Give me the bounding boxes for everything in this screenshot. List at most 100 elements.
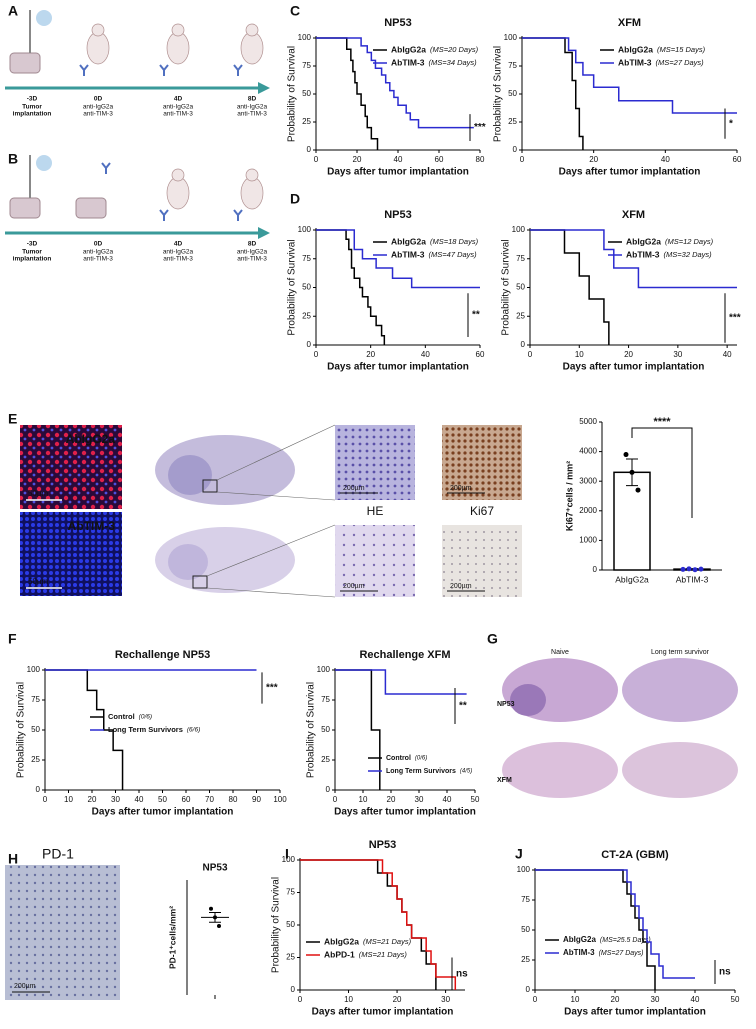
antibody xyxy=(159,64,169,76)
significance-label: **** xyxy=(653,416,671,428)
y-tick-label: 50 xyxy=(321,725,330,734)
x-tick-label: 40 xyxy=(394,155,403,164)
x-tick-label: 80 xyxy=(476,155,485,164)
x-tick-label: 20 xyxy=(611,995,620,1004)
x-tick-label: 90 xyxy=(252,795,261,804)
chart-title: XFM xyxy=(618,17,641,29)
x-tick-label: 50 xyxy=(731,995,740,1004)
step-control: anti-IgG2a xyxy=(83,104,114,111)
y-tick-label: 50 xyxy=(302,283,311,292)
y-tick-label: 0 xyxy=(36,785,41,794)
x-tick-label: 30 xyxy=(441,995,450,1004)
brain-slice xyxy=(9,52,41,74)
mouse xyxy=(240,31,264,65)
zoom-line xyxy=(216,491,336,501)
y-tick-label: 2000 xyxy=(579,506,597,515)
x-tick-label: 0 xyxy=(43,795,48,804)
panel-letter: C xyxy=(290,3,300,19)
scale-label: 200µm xyxy=(450,583,472,590)
y-axis-label: PD-1⁺cells/mm² xyxy=(167,906,177,969)
y-tick-label: 75 xyxy=(508,61,517,70)
brain-section xyxy=(168,544,208,580)
legend-note: (MS=25.5 Days) xyxy=(600,937,651,944)
y-axis-label: Probability of Survival xyxy=(501,239,512,335)
y-tick-label: 0 xyxy=(307,145,312,154)
y-tick-label: 25 xyxy=(521,955,530,964)
mouse-head xyxy=(171,168,185,182)
legend-note: (0/6) xyxy=(415,756,427,762)
x-axis-label: Days after tumor implantation xyxy=(563,362,705,373)
legend-note: (MS=21 Days) xyxy=(363,937,412,946)
survival-curve xyxy=(522,37,584,150)
x-tick-label: 20 xyxy=(88,795,97,804)
x-tick-label: 70 xyxy=(205,795,214,804)
scale-label: 50µm xyxy=(28,577,49,586)
y-tick-label: 25 xyxy=(286,953,295,962)
brain-section xyxy=(168,455,212,495)
zoom-line xyxy=(216,424,336,481)
data-point xyxy=(680,566,686,572)
bar xyxy=(613,471,651,571)
y-tick-label: 75 xyxy=(321,695,330,704)
x-axis-label: Days after tumor implantation xyxy=(312,1007,454,1018)
y-tick-label: 100 xyxy=(282,855,296,864)
x-tick-label: 40 xyxy=(421,350,430,359)
step-day: 4D xyxy=(174,96,183,103)
panel-letter: F xyxy=(8,631,17,647)
x-tick-label: 20 xyxy=(624,350,633,359)
chart-title: Rechallenge XFM xyxy=(359,649,450,661)
y-tick-label: 50 xyxy=(31,725,40,734)
survival-curve xyxy=(316,229,480,289)
survival-curve xyxy=(316,37,474,129)
x-tick-label: 80 xyxy=(229,795,238,804)
he-image xyxy=(335,425,415,500)
legend-note: (MS=18 Days) xyxy=(430,237,479,246)
legend-note: (MS=32 Days) xyxy=(664,250,713,259)
x-tick-label: 60 xyxy=(182,795,191,804)
x-tick-label: 10 xyxy=(64,795,73,804)
brain-section xyxy=(622,658,738,722)
y-tick-label: 100 xyxy=(504,33,518,42)
y-axis-label: Probability of Survival xyxy=(287,239,298,335)
significance-label: ns xyxy=(719,967,731,978)
y-tick-label: 0 xyxy=(513,145,518,154)
x-tick-label: AbIgG2a xyxy=(615,574,649,584)
pd1-image xyxy=(5,865,120,1000)
legend-name: AbTIM-3 xyxy=(391,57,425,67)
x-axis-label: Days after tumor implantation xyxy=(92,807,234,818)
row-label: XFM xyxy=(497,777,512,784)
chart-title: NP53 xyxy=(369,839,397,851)
survival-curve xyxy=(300,859,437,990)
y-axis-label: Probability of Survival xyxy=(271,877,282,973)
x-tick-label: 50 xyxy=(158,795,167,804)
legend-note: (MS=27 Days) xyxy=(656,58,705,67)
mouse-head xyxy=(91,23,105,37)
step-label: Tumor xyxy=(22,104,42,111)
zoom-box xyxy=(192,575,208,589)
mouse-head xyxy=(245,168,259,182)
y-tick-label: 50 xyxy=(521,925,530,934)
x-tick-label: 0 xyxy=(298,995,303,1004)
survival-curve xyxy=(535,869,656,990)
stain-label: HE xyxy=(367,504,384,518)
mouse-head xyxy=(171,23,185,37)
he-image xyxy=(335,525,415,597)
cells xyxy=(36,155,52,171)
y-axis-label: Probability of Survival xyxy=(493,46,504,142)
legend-note: (MS=27 Days) xyxy=(599,950,644,957)
y-tick-label: 0 xyxy=(521,340,526,349)
y-tick-label: 100 xyxy=(517,865,531,874)
step-label: implantation xyxy=(13,256,52,263)
significance-bracket xyxy=(631,427,693,518)
step-day: 8D xyxy=(248,241,257,248)
legend-name: AbTIM-3 xyxy=(626,249,660,259)
x-tick-label: 10 xyxy=(344,995,353,1004)
x-tick-label: 20 xyxy=(387,795,396,804)
significance-label: ** xyxy=(472,310,480,321)
legend-note: (MS=12 Days) xyxy=(665,237,714,246)
step-treatment: anti-TIM-3 xyxy=(237,256,267,263)
x-tick-label: 40 xyxy=(661,155,670,164)
antibody xyxy=(233,64,243,76)
significance-label: * xyxy=(729,118,733,129)
step-day: 0D xyxy=(94,96,103,103)
